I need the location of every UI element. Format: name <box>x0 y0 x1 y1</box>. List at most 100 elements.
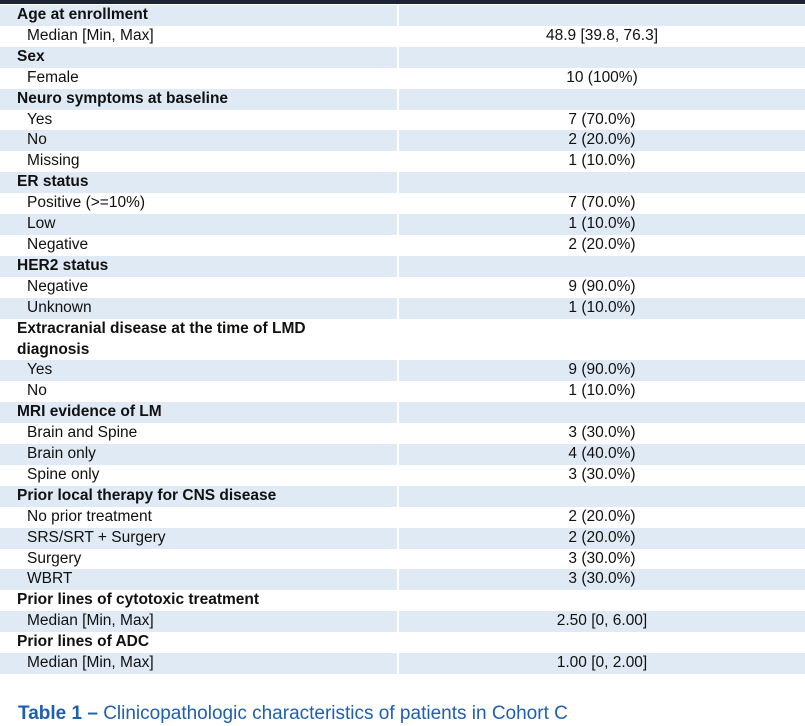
table-row: ER status <box>0 172 805 194</box>
empty-cell <box>398 5 805 26</box>
empty-cell <box>398 255 805 277</box>
group-label: Prior local therapy for CNS disease <box>0 485 399 507</box>
characteristics-table: Age at enrollment Median [Min, Max] 48.9 [… <box>0 0 805 674</box>
row-value: 2.50 [0, 6.00] <box>398 611 805 633</box>
empty-cell <box>398 88 805 110</box>
group-label: MRI evidence of LM <box>0 402 399 424</box>
row-value: 10 (100%) <box>566 68 638 86</box>
group-label: Prior lines of cytotoxic treatment <box>0 590 399 612</box>
row-value: 1.00 [0, 2.00] <box>398 653 805 674</box>
table-row: Median [Min, Max] 48.9 [39.8, 76.3] <box>0 25 805 47</box>
row-value: 3 (30.0%) <box>398 569 805 591</box>
empty-cell <box>398 485 805 507</box>
row-label: Female <box>0 67 399 89</box>
table-row: Neuro symptoms at baseline <box>0 88 805 110</box>
row-value: 2 (20.0%) <box>398 130 805 152</box>
empty-cell <box>398 46 805 68</box>
table-row: Extracranial disease at the time of LMD … <box>0 318 805 361</box>
table-row: Yes 7 (70.0%) <box>0 109 805 131</box>
table-row: Surgery 3 (30.0%) <box>0 548 805 570</box>
table-row: Brain and Spine 3 (30.0%) <box>0 423 805 445</box>
group-label: ER status <box>0 172 399 194</box>
row-value: 2 (20.0%) <box>568 507 636 525</box>
table-row: No prior treatment 2 (20.0%) <box>0 506 805 528</box>
row-label: Median [Min, Max] <box>0 611 399 633</box>
row-label: Yes <box>0 360 399 382</box>
group-label: Prior lines of ADC <box>0 632 399 654</box>
row-label: Spine only <box>0 464 399 486</box>
row-label: Negative <box>0 234 399 256</box>
group-label-text: Sex <box>17 47 45 65</box>
table-row: Sex <box>0 46 805 68</box>
table-row: Age at enrollment <box>0 5 805 26</box>
group-label-text: ER status <box>17 173 89 191</box>
row-value: 4 (40.0%) <box>398 444 805 465</box>
table-row: No 1 (10.0%) <box>0 381 805 403</box>
table-row: Median [Min, Max] 2.50 [0, 6.00] <box>0 611 805 633</box>
row-value: 9 (90.0%) <box>568 277 636 295</box>
table-row: SRS/SRT + Surgery 2 (20.0%) <box>0 527 805 549</box>
row-value: 2 (20.0%) <box>568 235 636 253</box>
table-row: Median [Min, Max] 1.00 [0, 2.00] <box>0 653 805 674</box>
row-label: Median [Min, Max] <box>0 25 399 47</box>
caption-text: Clinicopathologic characteristics of pat… <box>103 703 568 724</box>
row-value: 48.9 [39.8, 76.3] <box>545 26 659 44</box>
table-row: Unknown 1 (10.0%) <box>0 297 805 319</box>
table-row: Negative 2 (20.0%) <box>0 234 805 256</box>
empty-cell <box>398 402 805 424</box>
row-value: 7 (70.0%) <box>568 110 636 128</box>
row-label: Brain only <box>0 444 399 465</box>
row-value: 9 (90.0%) <box>398 360 805 382</box>
group-label-text: Neuro symptoms at baseline <box>17 89 229 107</box>
row-value: 3 (30.0%) <box>568 424 636 442</box>
table-row: No 2 (20.0%) <box>0 130 805 152</box>
group-label-text: Prior local therapy for CNS disease <box>17 486 277 504</box>
table-row: Missing 1 (10.0%) <box>0 151 805 173</box>
row-value: 1 (10.0%) <box>568 152 636 170</box>
row-label: Negative <box>0 276 399 298</box>
row-label: Brain and Spine <box>0 423 399 445</box>
table-row: MRI evidence of LM <box>0 402 805 424</box>
table-row: Brain only 4 (40.0%) <box>0 444 805 465</box>
empty-cell <box>398 319 805 361</box>
caption: Table 1 – Clinicopathologic characterist… <box>18 703 568 725</box>
empty-cell <box>398 590 805 611</box>
group-label: Sex <box>0 46 399 68</box>
group-label-text: HER2 status <box>17 256 109 274</box>
empty-cell <box>398 632 805 653</box>
row-value: 7 (70.0%) <box>568 194 636 212</box>
row-value: 3 (30.0%) <box>568 549 636 567</box>
table-row: Prior local therapy for CNS disease <box>0 485 805 507</box>
table-row: Low 1 (10.0%) <box>0 214 805 235</box>
table-row: Spine only 3 (30.0%) <box>0 464 805 486</box>
group-label-text: Prior lines of cytotoxic treatment <box>17 591 260 609</box>
table-row: Negative 9 (90.0%) <box>0 276 805 298</box>
group-label-text: Prior lines of ADC <box>17 633 150 651</box>
row-label: SRS/SRT + Surgery <box>0 527 399 549</box>
table-row: HER2 status <box>0 255 805 277</box>
group-label: Age at enrollment <box>0 5 399 26</box>
row-label: Missing <box>0 151 399 173</box>
table-row: Female 10 (100%) <box>0 67 805 89</box>
table-top-rule <box>0 0 805 6</box>
row-label: Positive (>=10%) <box>0 193 399 215</box>
row-label: No <box>0 130 399 152</box>
group-label: HER2 status <box>0 255 399 277</box>
row-value: 2 (20.0%) <box>398 527 805 549</box>
row-label: Unknown <box>0 297 399 319</box>
group-label-text: Age at enrollment <box>17 6 148 23</box>
group-label: Extracranial disease at the time of LMD … <box>0 318 399 361</box>
empty-cell <box>398 172 805 194</box>
row-value: 1 (10.0%) <box>398 214 805 235</box>
row-label: WBRT <box>0 569 399 591</box>
row-value: 1 (10.0%) <box>568 382 636 400</box>
table-body: Age at enrollment Median [Min, Max] 48.9 [… <box>0 0 805 674</box>
row-label: No <box>0 381 399 403</box>
table-row: WBRT 3 (30.0%) <box>0 569 805 591</box>
row-label: Low <box>0 214 399 235</box>
table-row: Yes 9 (90.0%) <box>0 360 805 382</box>
caption-label: Table 1 – <box>18 703 98 724</box>
row-label: Yes <box>0 109 399 131</box>
table-row: Prior lines of cytotoxic treatment <box>0 590 805 612</box>
